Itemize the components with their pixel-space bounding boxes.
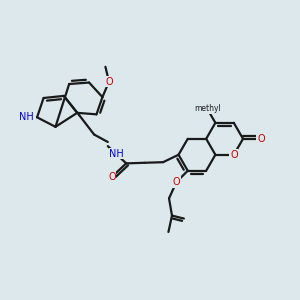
Text: O: O [108, 172, 116, 182]
Text: NH: NH [19, 112, 34, 122]
Text: O: O [172, 177, 180, 187]
Text: O: O [257, 134, 265, 144]
Text: O: O [105, 76, 113, 87]
Text: NH: NH [109, 148, 124, 158]
Text: methyl: methyl [194, 104, 220, 113]
Text: O: O [230, 150, 238, 160]
